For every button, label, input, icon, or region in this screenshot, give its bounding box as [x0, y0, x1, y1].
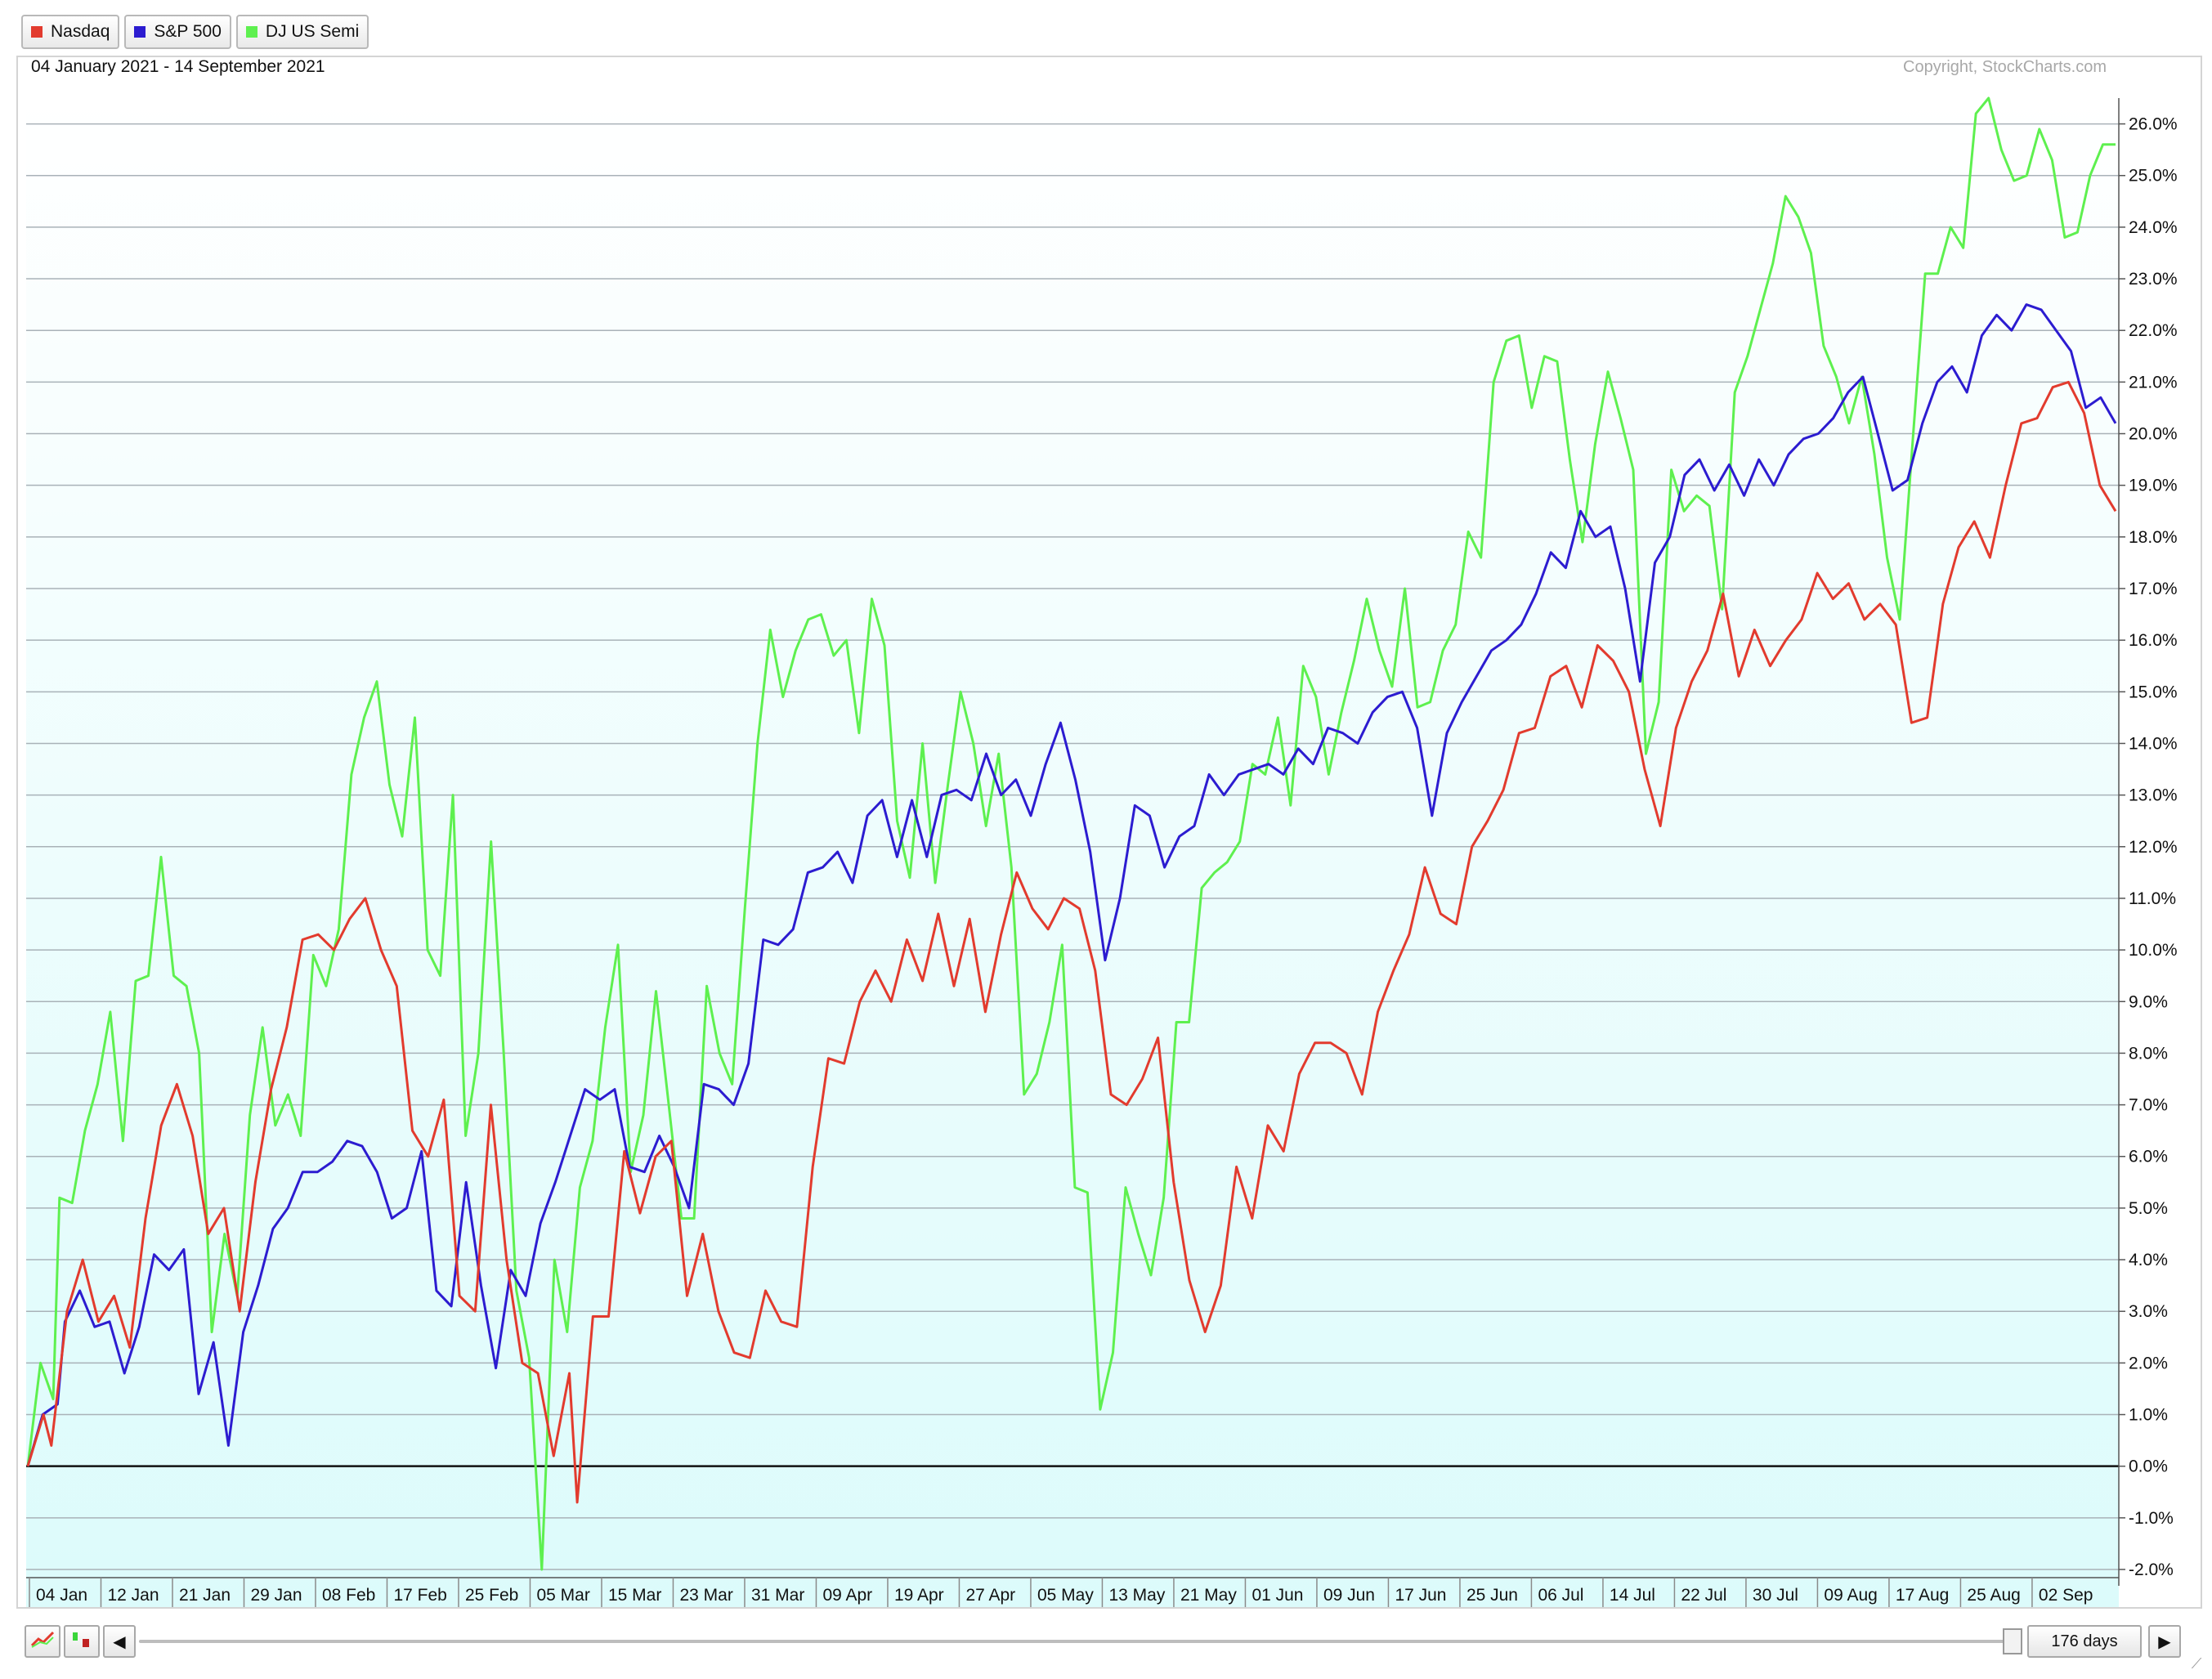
performance-chart-icon [30, 1629, 55, 1654]
sp500-swatch-icon [134, 26, 146, 38]
x-tick-label: 25 Jun [1466, 1586, 1518, 1605]
x-tick-label: 23 Mar [679, 1586, 732, 1605]
y-tick-label: 4.0% [2129, 1251, 2168, 1269]
y-tick-label: 12.0% [2129, 838, 2178, 857]
series-line-nasdaq [26, 380, 2117, 1504]
performance-chart: 26.0% 25.0% 24.0% 23.0% 22.0% 21.0% 20.0% 19.0%… [26, 57, 2178, 1607]
y-tick-label: 21.0% [2129, 373, 2178, 392]
x-tick-label: 04 Jan [36, 1586, 87, 1605]
y-tick-label: 18.0% [2129, 528, 2178, 547]
x-tick-label: 05 Mar [536, 1586, 589, 1605]
x-tick-label: 30 Jul [1753, 1586, 1798, 1605]
x-tick-label: 02 Sep [2039, 1586, 2093, 1605]
x-tick-label: 21 Jan [179, 1586, 231, 1605]
y-tick-label: 10.0% [2129, 941, 2178, 960]
x-tick-label: 29 Jan [250, 1586, 302, 1605]
x-tick-label: 12 Jan [107, 1586, 159, 1605]
x-tick-label: 09 Jun [1323, 1586, 1375, 1605]
x-tick-label: 05 May [1037, 1586, 1094, 1605]
y-tick-label: -2.0% [2129, 1560, 2174, 1579]
bar-chart-icon [69, 1629, 94, 1654]
x-tick-label: 06 Jul [1538, 1586, 1583, 1605]
y-tick-label: 1.0% [2129, 1406, 2168, 1425]
y-tick-label: 14.0% [2129, 734, 2178, 753]
performance-chart-button[interactable] [25, 1625, 60, 1658]
y-tick-label: 26.0% [2129, 115, 2178, 134]
x-tick-label: 13 May [1108, 1586, 1165, 1605]
x-tick-label: 17 Jun [1395, 1586, 1446, 1605]
y-tick-label: 11.0% [2129, 889, 2176, 908]
x-tick-label: 19 Apr [894, 1586, 944, 1605]
legend-label-semi: DJ US Semi [265, 22, 360, 41]
y-tick-label: 5.0% [2129, 1199, 2168, 1218]
x-tick-label: 14 Jul [1610, 1586, 1655, 1605]
x-tick-label: 27 Apr [965, 1586, 1015, 1605]
triangle-left-icon: ◀ [113, 1632, 126, 1651]
y-tick-label: 25.0% [2129, 167, 2178, 186]
y-tick-label: 13.0% [2129, 786, 2178, 805]
y-tick-label: 16.0% [2129, 631, 2178, 650]
y-tick-label: 17.0% [2129, 580, 2178, 598]
x-tick-label: 25 Feb [465, 1586, 518, 1605]
y-tick-label: 23.0% [2129, 270, 2178, 289]
series-line-dj-us-semi [26, 96, 2116, 1571]
triangle-right-icon: ▶ [2158, 1632, 2171, 1651]
nasdaq-swatch-icon [31, 26, 43, 38]
legend-label-sp500: S&P 500 [154, 22, 222, 41]
y-tick-label: 0.0% [2129, 1457, 2168, 1476]
y-tick-label: 6.0% [2129, 1148, 2168, 1166]
x-tick-label: 15 Mar [608, 1586, 661, 1605]
scroll-left-button[interactable]: ◀ [103, 1625, 136, 1658]
legend-label-nasdaq: Nasdaq [51, 22, 110, 41]
y-tick-label: 2.0% [2129, 1354, 2168, 1372]
date-range-label: 04 January 2021 - 14 September 2021 [31, 57, 325, 76]
plot-background [26, 98, 2119, 1607]
y-tick-label: -1.0% [2129, 1509, 2174, 1528]
y-tick-label: 8.0% [2129, 1044, 2168, 1063]
series-line-s-p-500 [26, 303, 2117, 1467]
period-label: 176 days [2051, 1632, 2118, 1650]
semi-swatch-icon [245, 26, 257, 38]
y-tick-label: 15.0% [2129, 683, 2178, 701]
x-tick-label: 17 Feb [393, 1586, 446, 1605]
y-tick-label: 7.0% [2129, 1096, 2168, 1115]
y-tick-label: 24.0% [2129, 218, 2178, 237]
x-tick-label: 09 Apr [822, 1586, 872, 1605]
scroll-track[interactable] [139, 1640, 2019, 1643]
y-tick-label: 3.0% [2129, 1302, 2168, 1321]
chart-frame: 26.0% 25.0% 24.0% 23.0% 22.0% 21.0% 20.0% 19.0%… [16, 56, 2202, 1609]
y-tick-label: 22.0% [2129, 321, 2178, 340]
scroll-right-button[interactable]: ▶ [2148, 1625, 2181, 1658]
x-tick-label: 09 Aug [1824, 1586, 1877, 1605]
legend-item-semi[interactable]: DJ US Semi [235, 15, 369, 49]
y-tick-label: 9.0% [2129, 992, 2168, 1011]
x-tick-label: 25 Aug [1967, 1586, 2020, 1605]
x-tick-label: 17 Aug [1896, 1586, 1949, 1605]
legend-item-sp500[interactable]: S&P 500 [124, 15, 231, 49]
resize-grip-icon[interactable]: ⟋ [2191, 1655, 2202, 1672]
legend-item-nasdaq[interactable]: Nasdaq [21, 15, 120, 49]
period-display[interactable]: 176 days [2027, 1625, 2142, 1658]
x-tick-label: 01 Jun [1252, 1586, 1303, 1605]
copyright-label: Copyright, StockCharts.com [1903, 58, 2107, 76]
x-tick-label: 22 Jul [1681, 1586, 1726, 1605]
x-tick-label: 08 Feb [322, 1586, 375, 1605]
y-tick-label: 19.0% [2129, 477, 2178, 495]
y-tick-label: 20.0% [2129, 425, 2178, 444]
bottom-toolbar: ◀ 176 days ▶ [25, 1625, 2191, 1661]
legend-bar: Nasdaq S&P 500 DJ US Semi [21, 15, 369, 49]
x-tick-label: 31 Mar [751, 1586, 804, 1605]
bar-chart-button[interactable] [64, 1625, 100, 1658]
scroll-handle[interactable] [2003, 1628, 2022, 1654]
x-tick-label: 21 May [1180, 1586, 1237, 1605]
